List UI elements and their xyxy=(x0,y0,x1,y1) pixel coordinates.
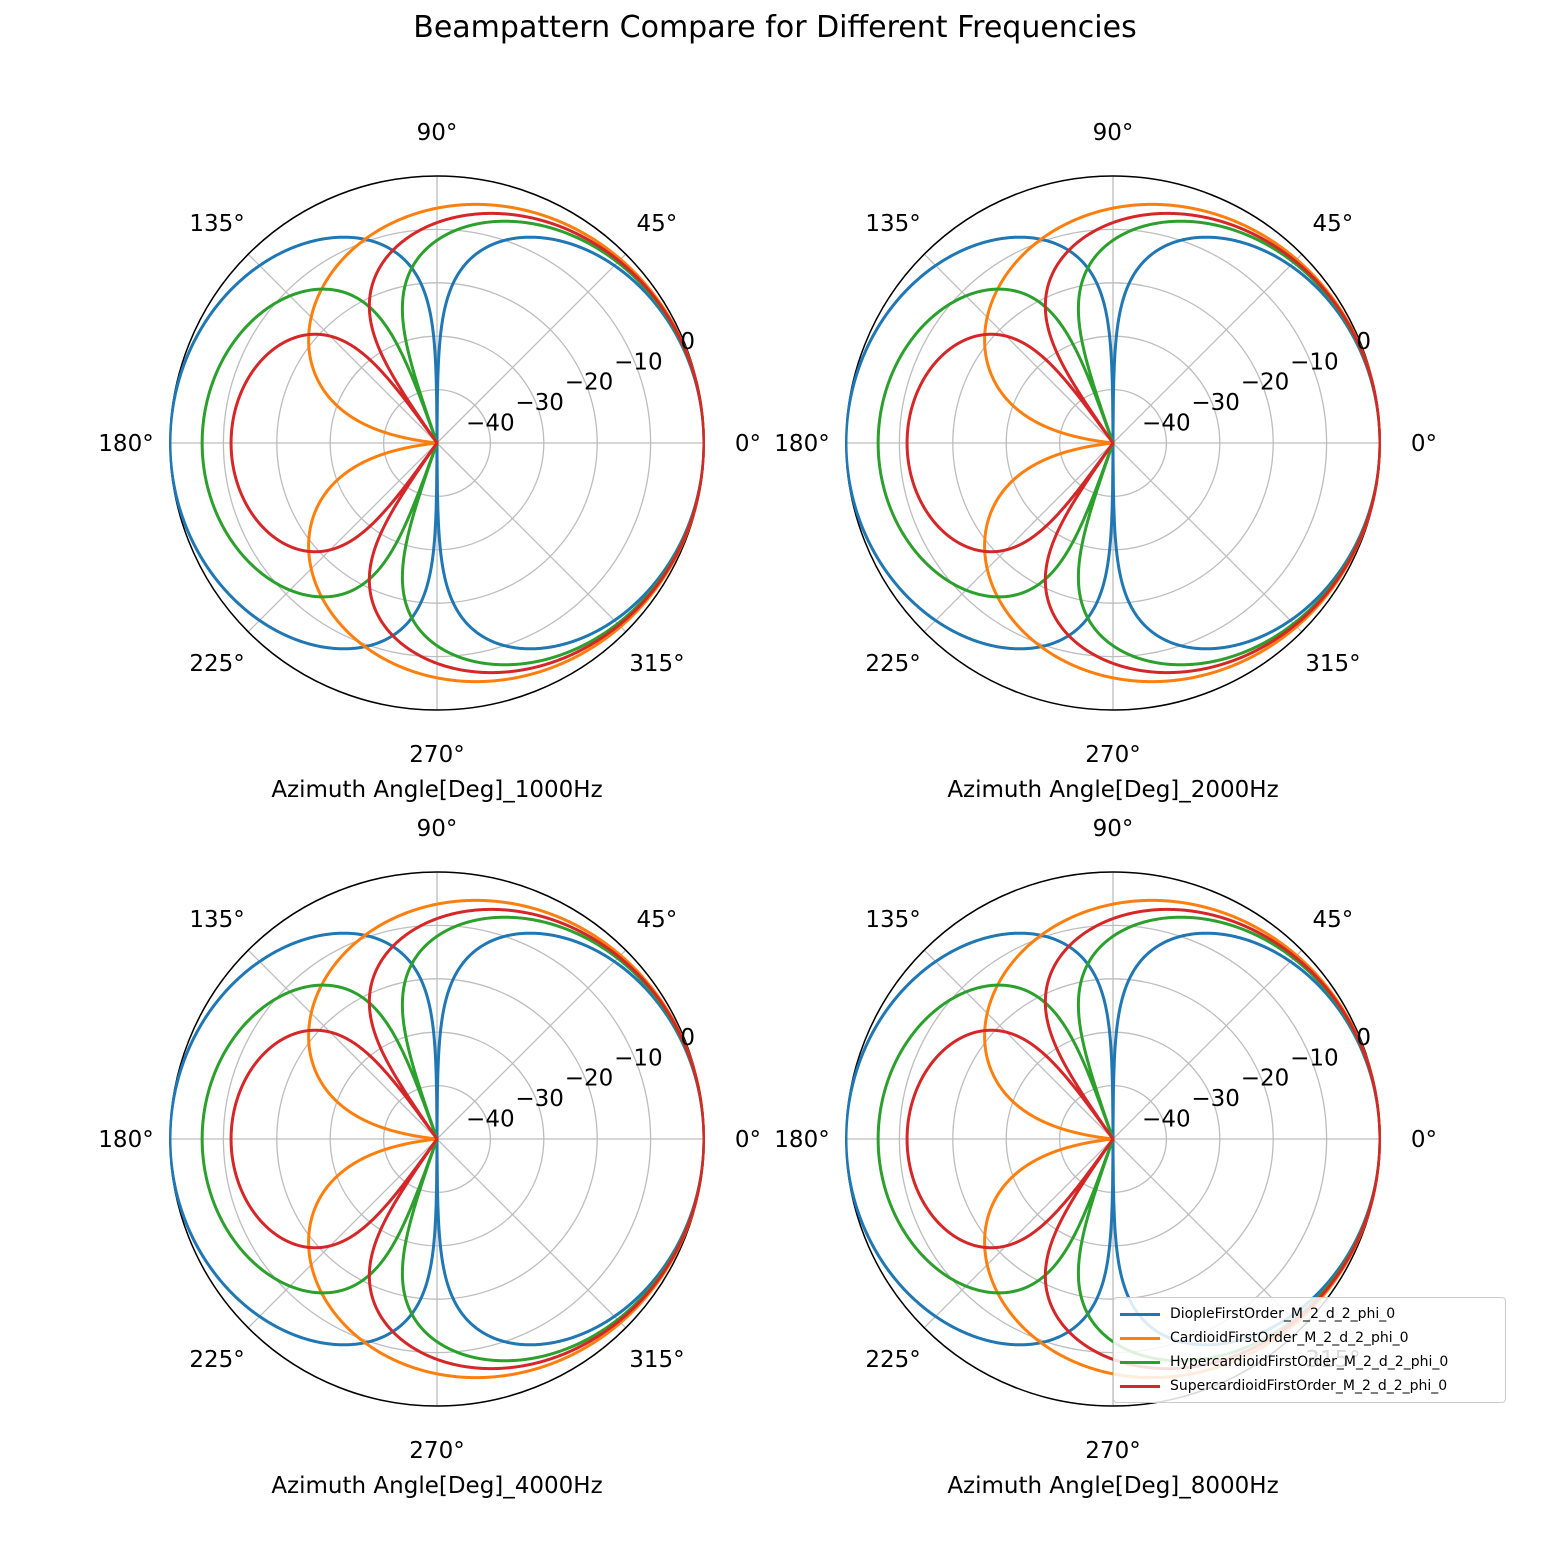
series-line xyxy=(169,931,705,1347)
angular-gridline xyxy=(436,949,627,1140)
angular-gridline xyxy=(436,253,627,444)
radial-tick-label: 0 xyxy=(1356,1025,1371,1051)
angle-tick-label: 0° xyxy=(1411,1127,1437,1153)
radial-tick-label: −30 xyxy=(1191,1086,1240,1112)
angle-tick-label: 45° xyxy=(1313,211,1354,237)
angle-tick-label: 225° xyxy=(189,1347,244,1373)
angle-tick-label: 315° xyxy=(629,651,684,677)
angle-tick-label: 315° xyxy=(1305,651,1360,677)
radial-tick-label: −40 xyxy=(466,411,515,437)
angle-tick-label: 180° xyxy=(774,431,829,457)
angle-tick-label: 90° xyxy=(1093,120,1134,146)
angle-tick-label: 135° xyxy=(865,211,920,237)
angle-tick-label: 45° xyxy=(637,211,678,237)
radial-tick-label: −40 xyxy=(466,1107,515,1133)
angle-tick-label: 135° xyxy=(865,907,920,933)
angle-tick-label: 135° xyxy=(189,907,244,933)
series-line xyxy=(845,235,1381,651)
series-line xyxy=(229,907,705,1371)
angular-gridline xyxy=(436,1138,627,1329)
legend-swatch-hypercardioid xyxy=(1120,1360,1160,1364)
angular-gridline xyxy=(247,949,438,1140)
polar-chart-3: 0° 45° 90° 135° 180° 225° 270° 315° −40−30−20−10… xyxy=(98,816,761,1499)
radial-tick-label: −30 xyxy=(1191,390,1240,416)
angle-tick-label: 90° xyxy=(417,120,458,146)
angle-tick-label: 225° xyxy=(865,651,920,677)
angular-gridline xyxy=(247,253,438,444)
angle-tick-label: 180° xyxy=(98,431,153,457)
legend-label: DiopleFirstOrder_M_2_d_2_phi_0 xyxy=(1170,1306,1396,1322)
legend-label: CardioidFirstOrder_M_2_d_2_phi_0 xyxy=(1170,1330,1409,1346)
radial-tick-label: −20 xyxy=(565,370,614,396)
angle-tick-label: 270° xyxy=(409,1438,464,1464)
radial-tick-label: −20 xyxy=(1241,370,1290,396)
angular-gridline xyxy=(436,442,627,633)
radial-tick-label: 0 xyxy=(680,329,695,355)
series-line xyxy=(229,211,705,675)
radial-tick-label: −10 xyxy=(614,349,663,375)
angle-tick-label: 0° xyxy=(735,1127,761,1153)
angle-tick-label: 135° xyxy=(189,211,244,237)
legend-entry: HypercardioidFirstOrder_M_2_d_2_phi_0 xyxy=(1120,1350,1499,1374)
angle-tick-label: 45° xyxy=(637,907,678,933)
radial-tick-label: 0 xyxy=(1356,329,1371,355)
radial-tick-label: −20 xyxy=(1241,1066,1290,1092)
legend-swatch-cardioid xyxy=(1120,1336,1160,1340)
angular-gridline xyxy=(923,253,1114,444)
legend: DiopleFirstOrder_M_2_d_2_phi_0 CardioidF… xyxy=(1113,1297,1506,1403)
legend-swatch-supercardioid xyxy=(1120,1384,1160,1388)
legend-entry: DiopleFirstOrder_M_2_d_2_phi_0 xyxy=(1120,1302,1499,1326)
angular-gridline xyxy=(1112,253,1303,444)
polar-chart-2: 0° 45° 90° 135° 180° 225° 270° 315° −40−30−20−10… xyxy=(774,120,1437,803)
angle-tick-label: 225° xyxy=(865,1347,920,1373)
figure-title: Beampattern Compare for Different Freque… xyxy=(413,10,1137,45)
angle-tick-label: 90° xyxy=(1093,816,1134,842)
radial-tick-label: −30 xyxy=(515,1086,564,1112)
angle-tick-label: 0° xyxy=(735,431,761,457)
legend-label: HypercardioidFirstOrder_M_2_d_2_phi_0 xyxy=(1170,1354,1449,1370)
angular-gridline xyxy=(247,1138,438,1329)
x-axis-label: Azimuth Angle[Deg]_1000Hz xyxy=(271,777,602,803)
legend-swatch-dipole xyxy=(1120,1312,1160,1316)
radial-tick-label: −10 xyxy=(1290,349,1339,375)
angle-tick-label: 45° xyxy=(1313,907,1354,933)
polar-chart-1: 0° 45° 90° 135° 180° 225° 270° 315° −40−30−20−10… xyxy=(98,120,761,803)
angular-gridline xyxy=(923,1138,1114,1329)
angle-tick-label: 270° xyxy=(409,742,464,768)
series-line xyxy=(169,235,705,651)
angle-tick-label: 270° xyxy=(1085,1438,1140,1464)
x-axis-label: Azimuth Angle[Deg]_8000Hz xyxy=(947,1473,1278,1499)
legend-entry: SupercardioidFirstOrder_M_2_d_2_phi_0 xyxy=(1120,1374,1499,1398)
angle-tick-label: 180° xyxy=(98,1127,153,1153)
x-axis-label: Azimuth Angle[Deg]_4000Hz xyxy=(271,1473,602,1499)
series-line xyxy=(905,211,1381,675)
series-line xyxy=(876,219,1381,667)
angle-tick-label: 180° xyxy=(774,1127,829,1153)
x-axis-label: Azimuth Angle[Deg]_2000Hz xyxy=(947,777,1278,803)
angle-tick-label: 315° xyxy=(629,1347,684,1373)
radial-tick-label: 0 xyxy=(680,1025,695,1051)
radial-tick-label: −40 xyxy=(1142,411,1191,437)
angular-gridline xyxy=(923,949,1114,1140)
radial-tick-label: −30 xyxy=(515,390,564,416)
angular-gridline xyxy=(247,442,438,633)
angular-gridline xyxy=(1112,1138,1303,1329)
angle-tick-label: 225° xyxy=(189,651,244,677)
angular-gridline xyxy=(923,442,1114,633)
series-line xyxy=(200,219,705,667)
angular-gridline xyxy=(1112,949,1303,1140)
legend-label: SupercardioidFirstOrder_M_2_d_2_phi_0 xyxy=(1170,1378,1448,1394)
radial-tick-label: −20 xyxy=(565,1066,614,1092)
radial-tick-label: −10 xyxy=(1290,1045,1339,1071)
angular-gridline xyxy=(1112,442,1303,633)
series-line xyxy=(200,915,705,1363)
radial-tick-label: −10 xyxy=(614,1045,663,1071)
legend-entry: CardioidFirstOrder_M_2_d_2_phi_0 xyxy=(1120,1326,1499,1350)
angle-tick-label: 90° xyxy=(417,816,458,842)
angle-tick-label: 0° xyxy=(1411,431,1437,457)
radial-tick-label: −40 xyxy=(1142,1107,1191,1133)
angle-tick-label: 270° xyxy=(1085,742,1140,768)
